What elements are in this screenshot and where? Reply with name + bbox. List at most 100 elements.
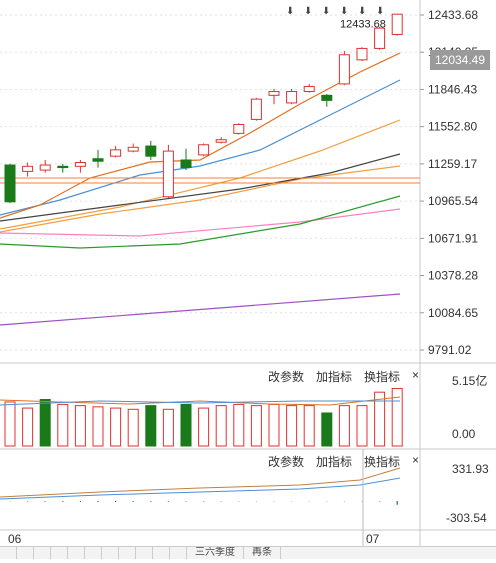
tab[interactable] bbox=[153, 547, 170, 559]
volume-ma-line bbox=[0, 400, 400, 406]
volume-bar bbox=[356, 405, 368, 447]
price-axis-label: 10378.28 bbox=[428, 269, 478, 283]
volume-switch-indicator-button[interactable]: 换指标 bbox=[364, 370, 401, 384]
price-axis-label: 12433.68 bbox=[428, 8, 478, 22]
volume-bar bbox=[303, 405, 315, 447]
candle[interactable] bbox=[57, 165, 69, 169]
signal-marker-icon: ⬇ bbox=[340, 6, 348, 17]
signal-marker-icon: ⬇ bbox=[322, 6, 330, 17]
candle[interactable] bbox=[39, 164, 51, 171]
volume-add-indicator-button[interactable]: 加指标 bbox=[316, 370, 353, 384]
volume-close-icon[interactable]: × bbox=[412, 368, 420, 382]
macd-axis-label: -303.54 bbox=[446, 511, 487, 525]
candle[interactable] bbox=[374, 27, 386, 49]
candle[interactable] bbox=[127, 146, 139, 152]
bottom-tab-bar: 三六季度 再条 bbox=[0, 546, 496, 559]
signal-marker-icon: ⬇ bbox=[286, 6, 294, 17]
volume-bar bbox=[250, 405, 262, 447]
signal-marker-icon: ⬇ bbox=[304, 6, 312, 17]
price-axis-label: 11846.43 bbox=[428, 82, 477, 96]
volume-edit-params-button[interactable]: 改参数 bbox=[268, 370, 305, 384]
candle[interactable] bbox=[162, 150, 174, 198]
tab[interactable]: 三六季度 bbox=[187, 547, 244, 559]
candle[interactable] bbox=[233, 123, 245, 134]
tab[interactable] bbox=[68, 547, 85, 559]
price-axis-label: 9791.02 bbox=[428, 343, 472, 357]
candle[interactable] bbox=[215, 139, 227, 143]
volume-bar bbox=[4, 401, 16, 447]
macd-close-icon[interactable]: × bbox=[412, 453, 420, 467]
candle[interactable] bbox=[303, 85, 315, 93]
volume-bar bbox=[215, 405, 227, 447]
volume-bar bbox=[268, 403, 280, 447]
price-axis-label: 11552.80 bbox=[428, 120, 477, 134]
tab[interactable] bbox=[85, 547, 102, 559]
moving-average-line bbox=[0, 153, 401, 222]
moving-average-line bbox=[0, 293, 401, 326]
volume-ma-line bbox=[0, 396, 401, 406]
volume-bar bbox=[74, 405, 86, 447]
tab[interactable] bbox=[51, 547, 68, 559]
candle[interactable] bbox=[145, 145, 157, 157]
macd-add-indicator-button[interactable]: 加指标 bbox=[316, 455, 353, 469]
candle[interactable] bbox=[110, 149, 122, 157]
moving-average-line bbox=[0, 208, 401, 237]
candle[interactable] bbox=[22, 165, 34, 172]
tab[interactable]: 再条 bbox=[244, 547, 281, 559]
volume-bar bbox=[391, 388, 403, 447]
volume-bar bbox=[321, 412, 333, 447]
candle[interactable] bbox=[321, 94, 333, 101]
time-axis-label: 07 bbox=[366, 532, 380, 546]
tab[interactable] bbox=[0, 547, 17, 559]
volume-bar bbox=[92, 406, 104, 447]
macd-dif-line bbox=[0, 467, 401, 498]
volume-bar bbox=[57, 403, 69, 447]
volume-axis-label: 0.00 bbox=[452, 427, 476, 441]
candle[interactable] bbox=[74, 162, 86, 167]
candle[interactable] bbox=[92, 158, 104, 162]
tab[interactable] bbox=[17, 547, 34, 559]
candle[interactable] bbox=[391, 13, 403, 35]
candle[interactable] bbox=[198, 144, 210, 156]
volume-bar bbox=[286, 405, 298, 447]
price-axis-label: 10671.91 bbox=[428, 231, 478, 245]
volume-bar bbox=[374, 391, 386, 447]
tab[interactable] bbox=[170, 547, 187, 559]
tab[interactable] bbox=[136, 547, 153, 559]
volume-bar bbox=[110, 407, 122, 447]
candle[interactable] bbox=[356, 47, 368, 61]
volume-bar bbox=[162, 408, 174, 447]
moving-average-line bbox=[0, 165, 401, 233]
macd-switch-indicator-button[interactable]: 换指标 bbox=[364, 455, 401, 469]
volume-bar bbox=[233, 403, 245, 447]
signal-marker-icon: ⬇ bbox=[358, 6, 366, 17]
volume-bar bbox=[39, 399, 51, 447]
volume-bar bbox=[338, 405, 350, 447]
volume-axis-label: 5.15亿 bbox=[452, 373, 487, 388]
candle[interactable] bbox=[180, 159, 192, 169]
signal-marker-icon: ⬇ bbox=[376, 6, 384, 17]
candle[interactable] bbox=[250, 98, 262, 120]
volume-panel-controls: 改参数 加指标 换指标 × bbox=[268, 368, 419, 385]
volume-bar bbox=[127, 408, 139, 447]
moving-average-line bbox=[0, 79, 401, 216]
candle[interactable] bbox=[268, 91, 280, 96]
price-axis-label: 11259.17 bbox=[428, 157, 477, 171]
price-axis-label: 10084.65 bbox=[428, 306, 478, 320]
candle[interactable] bbox=[338, 54, 350, 85]
tab[interactable] bbox=[119, 547, 136, 559]
volume-bar bbox=[145, 405, 157, 447]
time-axis-label: 06 bbox=[8, 532, 22, 546]
tab[interactable] bbox=[102, 547, 119, 559]
high-price-label: 12433.68 bbox=[340, 19, 386, 31]
candle[interactable] bbox=[286, 91, 298, 104]
tab[interactable] bbox=[34, 547, 51, 559]
macd-edit-params-button[interactable]: 改参数 bbox=[268, 455, 305, 469]
moving-average-line bbox=[0, 195, 401, 249]
volume-bar bbox=[180, 403, 192, 447]
volume-bar bbox=[22, 407, 34, 447]
candle[interactable] bbox=[4, 164, 16, 203]
current-price-tag: 12034.49 bbox=[430, 50, 490, 70]
